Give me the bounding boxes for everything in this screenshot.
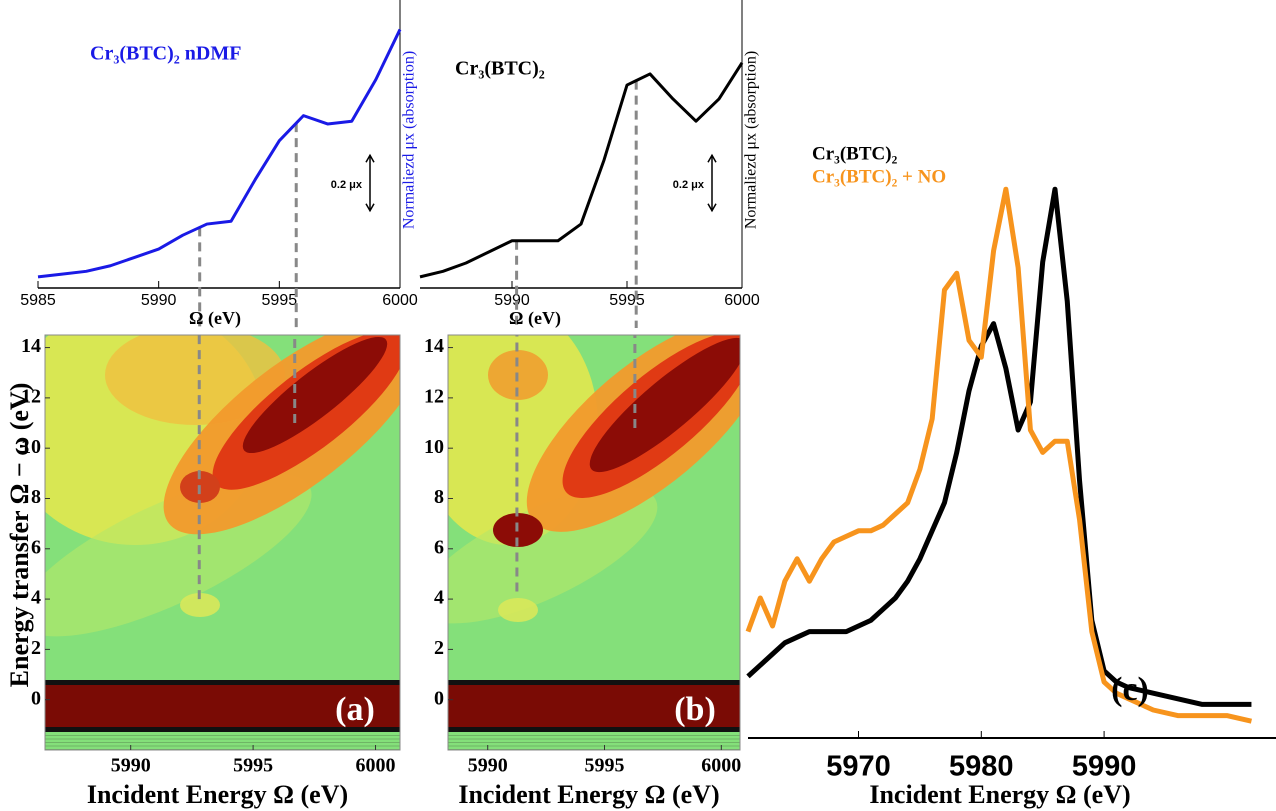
- scale-bar-label: 0.2 μx: [331, 179, 363, 191]
- y-tick-label: 14: [424, 335, 444, 357]
- scale-bar-arrowheads: [707, 153, 717, 213]
- x-tick-label: 5985: [20, 292, 56, 309]
- y-tick-label: 4: [31, 587, 41, 609]
- y-tick-label: 6: [31, 536, 41, 558]
- panel-label: (b): [674, 691, 716, 728]
- x-tick-label: 5995: [609, 292, 645, 309]
- heatmap-blob: [180, 593, 220, 617]
- x-axis-label: Incident Energy Ω (eV): [87, 780, 348, 809]
- y-tick-label: 12: [21, 385, 41, 407]
- heatmap-blob: [242, 336, 388, 454]
- x-axis-label: Incident Energy Ω (eV): [869, 780, 1130, 809]
- x-tick-label: 5995: [262, 292, 298, 309]
- x-tick-label: 5995: [233, 755, 273, 777]
- heatmap-band: [448, 685, 740, 727]
- y-tick-label: 10: [424, 436, 444, 458]
- x-tick-label: 5990: [111, 755, 151, 777]
- series-line: [419, 62, 744, 279]
- y-axis-label: Normaliezd μx (absorption): [743, 51, 760, 229]
- heatmap: [448, 335, 740, 750]
- legend-label: Cr₃(BTC)₂: [812, 143, 898, 164]
- y-tick-label: 6: [434, 536, 444, 558]
- x-axis-label: Incident Energy Ω (eV): [458, 780, 719, 809]
- x-tick-label: 5990: [1072, 751, 1137, 783]
- scale-bar-label: 0.2 μx: [673, 179, 705, 191]
- plot-frame: [447, 334, 741, 751]
- scale-bar-arrowheads: [365, 153, 375, 213]
- series-line: [746, 186, 1252, 707]
- x-tick-label: 5980: [949, 751, 1014, 783]
- chart-title: Cr₃(BTC)₂: [455, 58, 545, 80]
- x-tick-label: 6000: [356, 755, 396, 777]
- heatmap-blob: [498, 598, 538, 622]
- x-tick-label: 5990: [141, 292, 177, 309]
- y-tick-label: 0: [434, 687, 444, 709]
- x-tick-label: 5990: [494, 292, 530, 309]
- x-axis-label: Ω (eV): [509, 308, 561, 329]
- y-tick-label: 0: [31, 687, 41, 709]
- x-tick-label: 6000: [724, 292, 760, 309]
- y-tick-label: 2: [434, 637, 444, 659]
- y-tick-label: 8: [434, 486, 444, 508]
- legend-label: Cr₃(BTC)₂ + NO: [812, 166, 946, 187]
- y-tick-label: 2: [31, 637, 41, 659]
- y-tick-label: 10: [21, 436, 41, 458]
- heatmap-blob: [589, 337, 740, 473]
- y-tick-label: 4: [434, 587, 444, 609]
- chart-title: Cr₃(BTC)₂ nDMF: [90, 43, 241, 65]
- y-axis-label: Energy transfer Ω − ω (eV): [5, 383, 34, 688]
- x-tick-label: 6000: [382, 292, 418, 309]
- panel-label: (a): [335, 691, 375, 728]
- series-line: [745, 186, 1252, 724]
- x-tick-label: 5995: [585, 755, 625, 777]
- y-tick-label: 14: [21, 335, 41, 357]
- x-tick-label: 6000: [701, 755, 741, 777]
- panel-label: (c): [1111, 671, 1149, 708]
- x-tick-label: 5970: [826, 751, 891, 783]
- heatmap-band: [45, 685, 400, 727]
- x-tick-label: 5990: [468, 755, 508, 777]
- y-tick-label: 8: [31, 486, 41, 508]
- x-axis-label: Ω (eV): [189, 308, 241, 329]
- y-axis-label: Normaliezd μx (absorption): [401, 51, 418, 229]
- series-line: [37, 28, 402, 279]
- heatmap: [45, 335, 400, 750]
- y-tick-label: 12: [424, 385, 444, 407]
- plot-frame: [44, 334, 401, 751]
